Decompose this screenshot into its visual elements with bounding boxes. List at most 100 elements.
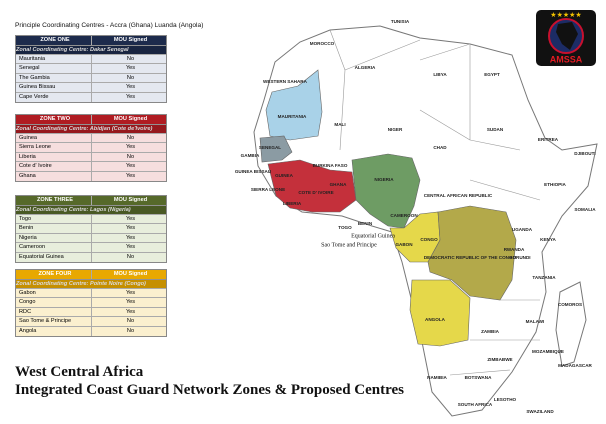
- zone-one-senegal: [259, 135, 293, 163]
- map-label: ZAMBIA: [481, 329, 500, 334]
- zone-row: Guinea No: [16, 132, 166, 143]
- mou-status: Yes: [125, 215, 136, 222]
- country: The Gambia: [16, 73, 92, 83]
- map-label: MAURITANIA: [278, 114, 307, 119]
- zone-row: Guinea Bissau Yes: [16, 82, 166, 92]
- country: Cote d' Ivoire: [16, 162, 92, 171]
- map-label: BURUNDI: [509, 255, 530, 260]
- map-label: LIBYA: [433, 72, 447, 77]
- madagascar: [555, 281, 587, 367]
- zone-four-drc: [427, 205, 517, 301]
- zone-name: ZONE FOUR: [16, 270, 92, 279]
- map-label: BOTSWANA: [465, 375, 492, 380]
- zone-row: Cote d' Ivoire Yes: [16, 161, 166, 171]
- map-label: CHAD: [433, 145, 447, 150]
- zone-table: ZONE ONE MOU Signed Zonal Coordinating Cen…: [15, 35, 167, 103]
- mou-status: Yes: [125, 93, 136, 100]
- mou-status: Yes: [125, 234, 136, 241]
- map-label: COMOROS: [558, 302, 582, 307]
- map-label: DEMOCRATIC REPUBLIC OF THE CONGO: [424, 255, 517, 260]
- map-label: KENYA: [540, 237, 556, 242]
- zone-row: Togo Yes: [16, 213, 166, 224]
- zone-row: Benin Yes: [16, 223, 166, 233]
- zone-table: ZONE THREE MOU Signed Zonal Coordinating C…: [15, 195, 167, 263]
- map-label: SWAZILAND: [526, 409, 554, 414]
- map-label: CAMEROON: [390, 213, 418, 218]
- map-label: GUINEA: [275, 173, 294, 178]
- mou-status: Yes: [125, 289, 136, 296]
- country: Liberia: [16, 152, 92, 162]
- map-label: CENTRAL AFRICAN REPUBLIC: [424, 193, 493, 198]
- zone-row: RDC Yes: [16, 306, 166, 317]
- zone-three: [351, 153, 421, 229]
- zone-column: MOU Signed: [113, 37, 148, 43]
- country: Mauritania: [16, 54, 92, 64]
- mou-status: No: [126, 253, 135, 260]
- mou-status: No: [126, 153, 135, 160]
- logo-text: AMSSA: [550, 54, 583, 64]
- zone-row: Senegal Yes: [16, 63, 166, 73]
- zone-row: Sierra Leone Yes: [16, 142, 166, 152]
- map-label: TUNISIA: [391, 19, 410, 24]
- country: Gabon: [16, 288, 92, 298]
- country: Senegal: [16, 64, 92, 73]
- map-label: BURKINA FASO: [313, 163, 348, 168]
- zone-centre: Zonal Coordinating Centre: Abidjan (Cote…: [16, 123, 166, 133]
- mou-status: Yes: [125, 84, 136, 91]
- zone-name: ZONE ONE: [16, 36, 92, 45]
- country: Guinea: [16, 133, 92, 143]
- zone-row: Congo Yes: [16, 297, 166, 307]
- map-label: RWANDA: [504, 247, 525, 252]
- map-label: SENEGAL: [259, 145, 281, 150]
- zone-one-north: [265, 69, 323, 141]
- country: Congo: [16, 298, 92, 307]
- zone-row: Cape Verde Yes: [16, 91, 166, 102]
- country: Benin: [16, 224, 92, 233]
- map-label: MOROCCO: [310, 41, 335, 46]
- country: Cape Verde: [16, 92, 92, 102]
- zone-two: [267, 159, 357, 213]
- zone-centre: Zonal Coordinating Centre: Dakar Senegal: [16, 44, 166, 54]
- map-label: BENIN: [358, 221, 373, 226]
- country: Cameroon: [16, 243, 92, 252]
- country: Nigeria: [16, 233, 92, 243]
- map-label: ZIMBABWE: [487, 357, 512, 362]
- country: Guinea Bissau: [16, 83, 92, 92]
- borders: [329, 29, 541, 376]
- zone-centre: Zonal Coordinating Centre: Lagos (Nigeri…: [16, 204, 166, 214]
- map-label: WESTERN SAHARA: [263, 79, 308, 84]
- mou-status: Yes: [125, 308, 136, 315]
- mou-status: Yes: [125, 163, 136, 170]
- map-label: SOMALIA: [574, 207, 596, 212]
- map-label: NIGERIA: [374, 177, 394, 182]
- zone-row: Mauritania No: [16, 53, 166, 64]
- zone-column: MOU Signed: [113, 197, 148, 203]
- map-label: LESOTHO: [494, 397, 517, 402]
- zone-centre: Zonal Coordinating Centre: Pointe Noire …: [16, 278, 166, 288]
- map-label: Sao Tome and Principe: [321, 242, 377, 248]
- zone-table: ZONE TWO MOU Signed Zonal Coordinating Cen…: [15, 114, 167, 182]
- mou-status: No: [126, 74, 135, 81]
- country: Angola: [16, 326, 92, 336]
- map-label: GHANA: [330, 182, 348, 187]
- country: Sierra Leone: [16, 143, 92, 152]
- map-label: COTE D' IVOIRE: [298, 190, 333, 195]
- map-label: NIGER: [388, 127, 403, 132]
- footer-line1: West Central Africa: [15, 364, 144, 380]
- mou-status: No: [126, 134, 135, 141]
- map-label: LIBERIA: [283, 201, 302, 206]
- map-label: TOGO: [338, 225, 352, 230]
- map-label: NAMIBIA: [427, 375, 447, 380]
- zone-row: Equatorial Guinea No: [16, 251, 166, 262]
- zone-row: Liberia No: [16, 151, 166, 162]
- mou-status: No: [126, 55, 135, 62]
- mou-status: No: [126, 327, 135, 334]
- zone-column: MOU Signed: [113, 116, 148, 122]
- mou-status: Yes: [125, 144, 136, 151]
- mou-status: Yes: [125, 172, 136, 179]
- map-label: SOUTH AFRICA: [458, 402, 493, 407]
- zone-column: MOU Signed: [113, 271, 148, 277]
- zone-row: Gabon Yes: [16, 287, 166, 298]
- map-label: SUDAN: [487, 127, 504, 132]
